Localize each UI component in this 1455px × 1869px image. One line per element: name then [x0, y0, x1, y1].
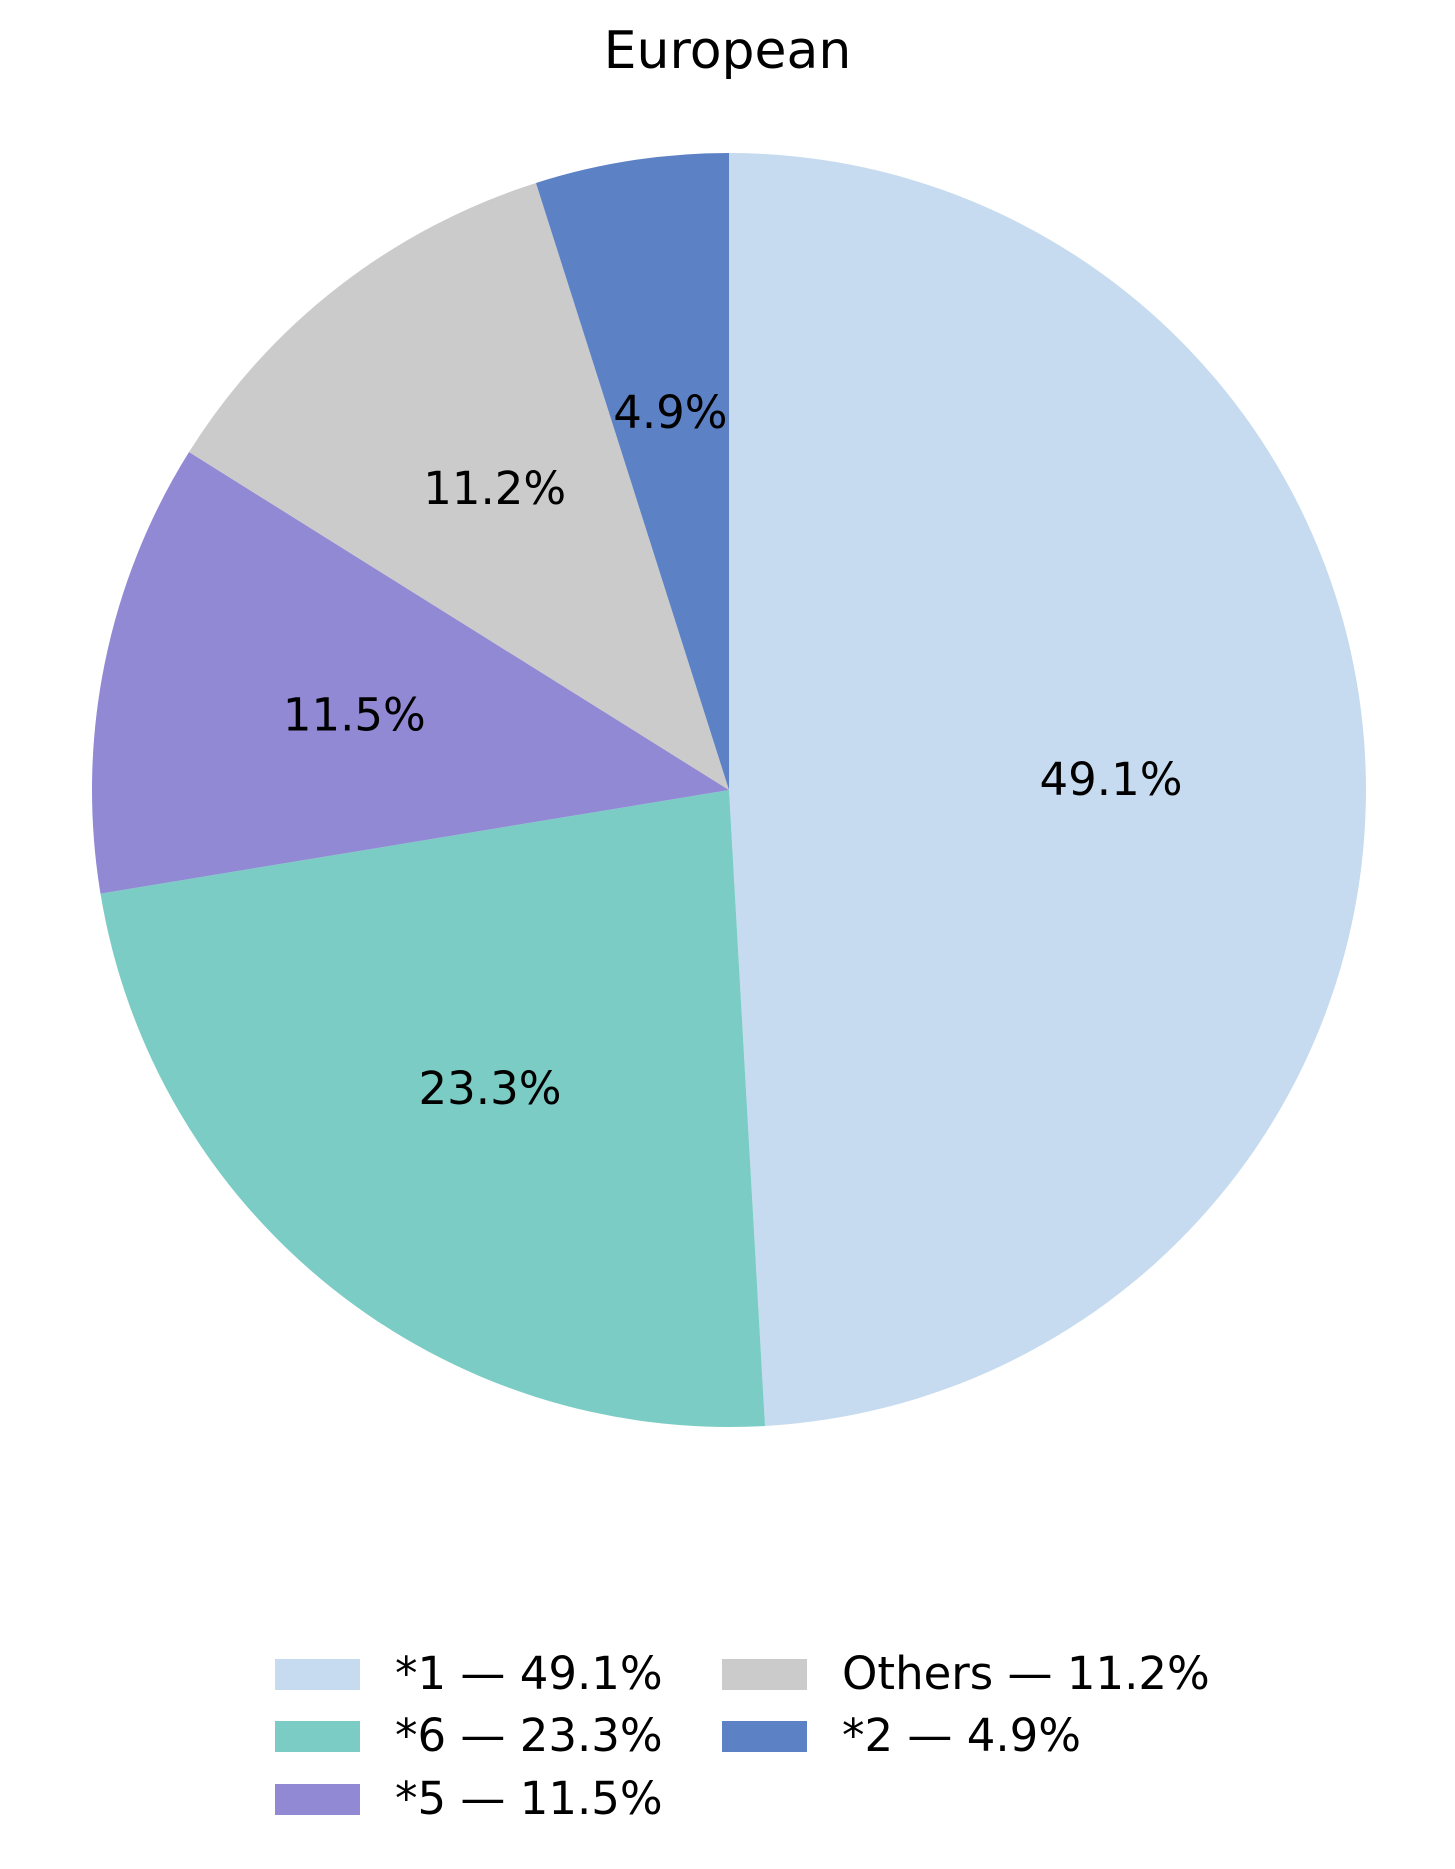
- legend-label-*6: *6 — 23.3%: [395, 1709, 663, 1762]
- pie-slice-*5: [91, 452, 729, 894]
- chart-title: European: [603, 21, 852, 81]
- legend-swatch-*2: [722, 1720, 807, 1752]
- legend-label-*5: *5 — 11.5%: [395, 1772, 663, 1825]
- pie-pct-label-*2: 4.9%: [613, 386, 727, 439]
- legend-item-*5: *5 — 11.5%: [275, 1771, 663, 1827]
- legend-item-*1: *1 — 49.1%: [275, 1646, 663, 1702]
- legend-label-*2: *2 — 4.9%: [842, 1709, 1082, 1762]
- pie-slice-*6: [100, 790, 766, 1427]
- legend-swatch-*1: [275, 1658, 360, 1690]
- pie-pct-label-*5: 11.5%: [283, 689, 426, 742]
- legend-item-*2: *2 — 4.9%: [722, 1708, 1081, 1764]
- legend-item-*6: *6 — 23.3%: [275, 1708, 663, 1764]
- legend-label-Others: Others — 11.2%: [842, 1647, 1210, 1700]
- legend-swatch-Others: [722, 1658, 807, 1690]
- legend-swatch-*5: [275, 1783, 360, 1815]
- pie-slice-*2: [535, 153, 729, 790]
- pie-slice-*1: [729, 153, 1366, 1426]
- pie-slice-Others: [189, 182, 729, 790]
- pie-pct-label-*6: 23.3%: [419, 1062, 562, 1115]
- pie-pct-label-*1: 49.1%: [1040, 753, 1183, 806]
- legend-item-Others: Others — 11.2%: [722, 1646, 1210, 1702]
- legend-label-*1: *1 — 49.1%: [395, 1647, 663, 1700]
- legend-swatch-*6: [275, 1720, 360, 1752]
- pie-pct-label-Others: 11.2%: [423, 462, 566, 515]
